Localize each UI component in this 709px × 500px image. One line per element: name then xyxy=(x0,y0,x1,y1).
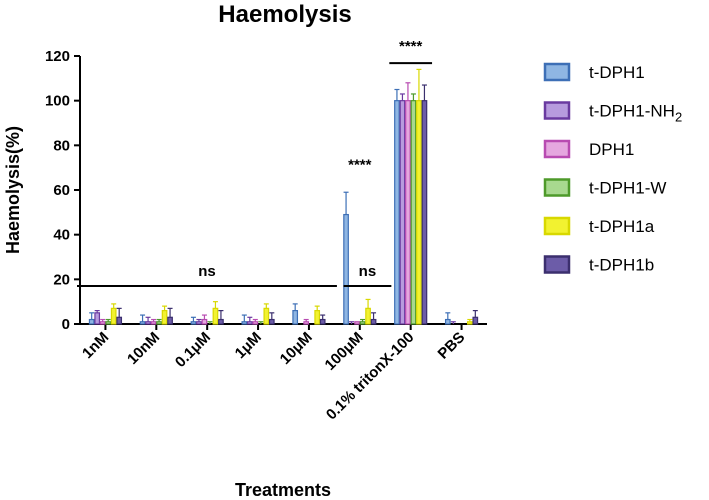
plot-area: 0 20 40 60 80 100 120 1nM 10nM 0.1μM 1μM 10μM 100μM0… xyxy=(45,38,487,423)
bar xyxy=(343,213,349,325)
bar xyxy=(145,321,151,325)
x-tick-label: 0.1% tritonX-100 xyxy=(323,329,418,424)
x-tick-label: 0.1μM xyxy=(172,329,214,371)
legend-swatch xyxy=(543,101,571,120)
bar xyxy=(196,321,202,325)
chart-title: Haemolysis xyxy=(218,1,351,28)
y-tick-label: 120 xyxy=(45,48,70,65)
legend-swatch xyxy=(543,178,571,197)
bar xyxy=(314,310,321,325)
bar xyxy=(150,321,157,325)
legend-label: t-DPH1-NH2 xyxy=(589,102,682,125)
bar xyxy=(88,318,95,325)
y-axis-label: Haemolysis(%) xyxy=(3,126,23,254)
bar xyxy=(466,321,473,325)
bar xyxy=(161,310,168,325)
legend-label-main: t-DPH1-W xyxy=(589,179,666,198)
x-tick-label: 10μM xyxy=(277,329,316,368)
legend-label: t-DPH1b xyxy=(589,256,654,275)
bar xyxy=(421,100,428,325)
legend: t-DPH1 t-DPH1-NH2 DPH1 t-DPH1-W t-DPH1a t-DPH… xyxy=(543,62,682,275)
bar xyxy=(212,307,219,325)
legend-label: t-DPH1 xyxy=(589,63,645,82)
bar xyxy=(370,318,377,325)
legend-label: t-DPH1a xyxy=(589,217,655,236)
bar xyxy=(472,316,479,325)
bar xyxy=(354,321,360,325)
bar xyxy=(359,321,366,325)
bar xyxy=(444,318,451,325)
bar xyxy=(218,318,224,325)
legend-label-subscript: 2 xyxy=(675,110,682,125)
significance-label: ns xyxy=(198,263,216,280)
bar xyxy=(303,321,310,325)
bar xyxy=(319,318,326,325)
legend-swatch xyxy=(543,62,571,82)
y-tick-label: 60 xyxy=(53,182,70,199)
legend-label: DPH1 xyxy=(589,140,634,159)
bar xyxy=(94,312,101,325)
legend-swatch xyxy=(543,255,571,274)
legend-label: t-DPH1-W xyxy=(589,179,666,198)
bar xyxy=(116,316,123,325)
significance-stars: **** xyxy=(348,157,372,174)
bar xyxy=(399,100,406,325)
bar xyxy=(410,100,417,325)
bar xyxy=(201,318,208,325)
bar xyxy=(405,100,411,325)
y-tick-label: 100 xyxy=(45,93,70,110)
bar xyxy=(246,321,253,325)
legend-swatch xyxy=(543,139,571,159)
y-tick-label: 0 xyxy=(62,316,70,333)
x-tick-label: 10nM xyxy=(124,329,163,368)
bar xyxy=(416,100,422,325)
x-tick-label: 1nM xyxy=(79,329,112,362)
bar xyxy=(156,321,162,325)
legend-label-main: t-DPH1b xyxy=(589,256,654,275)
bar xyxy=(167,316,173,325)
y-tick-label: 40 xyxy=(53,227,70,244)
significance-label: ns xyxy=(359,263,377,280)
legend-label-main: t-DPH1a xyxy=(589,217,655,236)
bar xyxy=(241,321,248,325)
bar xyxy=(268,318,275,325)
x-tick-label: PBS xyxy=(435,329,469,363)
bar xyxy=(263,307,270,325)
bar xyxy=(252,321,259,325)
legend-label-main: t-DPH1-NH xyxy=(589,102,675,121)
bar xyxy=(394,100,400,325)
bar xyxy=(292,310,299,325)
bar xyxy=(365,307,371,325)
bar xyxy=(190,321,197,325)
significance-stars: **** xyxy=(399,38,423,55)
legend-label-main: DPH1 xyxy=(589,140,634,159)
bar xyxy=(99,321,106,325)
bar xyxy=(110,307,117,325)
bar xyxy=(105,321,112,325)
legend-swatch xyxy=(543,216,571,236)
x-tick-label: 1μM xyxy=(232,329,265,362)
x-tick-label: 100μM xyxy=(322,329,367,374)
x-axis-label: Treatments xyxy=(235,480,331,500)
legend-label-main: t-DPH1 xyxy=(589,63,645,82)
bar xyxy=(139,321,146,325)
y-tick-label: 20 xyxy=(53,271,70,288)
y-tick-label: 80 xyxy=(53,137,70,154)
